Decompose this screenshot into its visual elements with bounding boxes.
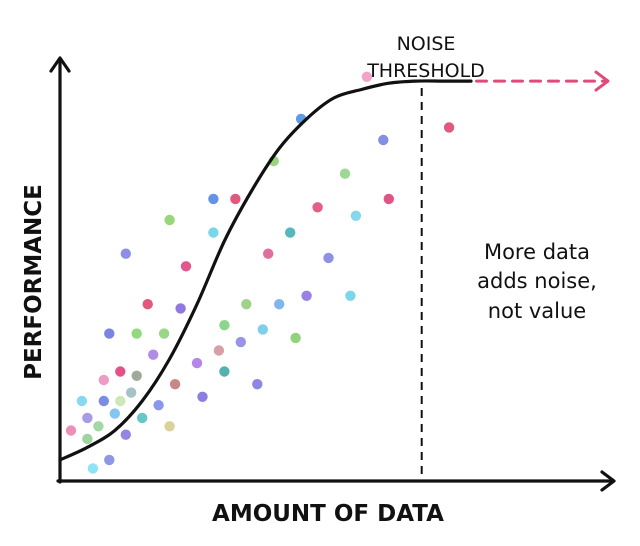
scatter-point-6 xyxy=(93,421,104,432)
extension-arrow-head xyxy=(594,70,610,92)
scatter-point-35 xyxy=(219,366,230,377)
scatter-point-3 xyxy=(82,412,93,424)
scatter-point-24 xyxy=(164,214,175,226)
scatter-point-5 xyxy=(87,463,99,474)
scatter-point-37 xyxy=(235,336,246,348)
scatter-point-15 xyxy=(120,248,131,259)
scatter-point-2 xyxy=(76,395,88,407)
scatter-point-8 xyxy=(98,374,110,386)
scatter-point-50 xyxy=(339,168,351,179)
scatter-point-33 xyxy=(213,345,225,356)
scatter-point-17 xyxy=(131,370,142,381)
scatter-point-47 xyxy=(301,290,312,301)
scatter-point-53 xyxy=(361,71,373,83)
scatter-point-34 xyxy=(219,320,230,331)
scatter-point-16 xyxy=(126,387,137,398)
scatter-point-7 xyxy=(98,395,110,407)
scatter-point-48 xyxy=(312,202,323,213)
scatter-point-38 xyxy=(241,299,252,310)
scatter-point-31 xyxy=(208,193,219,205)
annotation-line-2: adds noise, xyxy=(477,269,597,293)
scatter-point-20 xyxy=(142,299,153,310)
scatter-point-12 xyxy=(115,366,126,377)
scatter-point-1 xyxy=(65,425,77,436)
scatter-point-21 xyxy=(148,349,159,360)
scatter-point-27 xyxy=(175,303,186,314)
scatter-point-10 xyxy=(104,328,115,339)
scatter-point-32 xyxy=(208,227,219,238)
x-axis-arrow-head xyxy=(600,470,616,492)
scatter-point-22 xyxy=(153,400,164,411)
annotation-line-1: More data xyxy=(484,240,590,264)
annotation-line-3: not value xyxy=(488,299,586,323)
scatter-point-51 xyxy=(345,290,356,301)
performance-curve xyxy=(58,79,473,462)
scatter-point-54 xyxy=(378,134,389,146)
x-axis-title: AMOUNT OF DATA xyxy=(212,501,444,527)
scatter-point-29 xyxy=(191,357,203,369)
scatter-points xyxy=(65,71,455,474)
scatter-point-44 xyxy=(285,227,296,238)
scatter-point-41 xyxy=(263,248,274,259)
scatter-point-30 xyxy=(197,391,208,402)
threshold-label-line-2: THRESHOLD xyxy=(366,60,485,82)
scatter-point-9 xyxy=(104,454,115,466)
scatter-point-36 xyxy=(230,193,241,205)
scatter-point-26 xyxy=(169,379,181,390)
scatter-point-45 xyxy=(290,332,301,344)
scatter-point-11 xyxy=(109,408,121,419)
y-axis-arrow-head xyxy=(49,56,71,73)
scatter-point-43 xyxy=(274,299,285,310)
threshold-label-line-1: NOISE xyxy=(397,33,456,55)
scatter-point-52 xyxy=(350,210,362,221)
scatter-point-28 xyxy=(180,261,192,272)
scatter-point-13 xyxy=(115,395,126,407)
scatter-point-14 xyxy=(120,429,131,440)
scatter-point-49 xyxy=(323,252,334,264)
scatter-point-4 xyxy=(82,433,93,445)
scatter-point-40 xyxy=(257,324,268,335)
scatter-point-56 xyxy=(443,122,455,133)
scatter-point-18 xyxy=(131,328,142,339)
y-axis-title: PERFORMANCE xyxy=(21,184,47,380)
scatter-point-55 xyxy=(383,193,394,205)
scatter-point-23 xyxy=(158,328,170,339)
scatter-point-19 xyxy=(137,412,148,424)
scatter-point-39 xyxy=(252,379,263,390)
scatter-point-25 xyxy=(164,421,175,432)
